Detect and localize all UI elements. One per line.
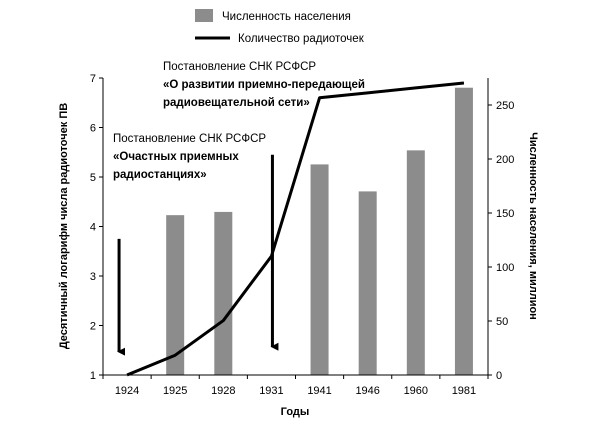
y-axis-title: Десятичный логарифм числа радиоточек ПВ — [58, 103, 70, 349]
x-tick-label: 1924 — [115, 385, 139, 397]
y2-tick-label: 200 — [496, 154, 514, 166]
y2-axis-title: Численность населения, миллион — [527, 132, 539, 320]
y-tick-label: 4 — [90, 222, 96, 234]
y2-tick-label: 0 — [496, 370, 502, 382]
y2-tick-label: 50 — [496, 316, 508, 328]
bar-1941 — [310, 164, 329, 375]
annotation-text: радиостанциях» — [113, 169, 207, 181]
x-tick-label: 1960 — [404, 385, 428, 397]
x-tick-label: 1981 — [452, 385, 476, 397]
y2-tick-label: 150 — [496, 208, 514, 220]
y-tick-label: 2 — [90, 321, 96, 333]
annotation-text: Постановление СНК РСФСР — [163, 61, 316, 73]
annotations: Постановление СНК РСФСР «Очастных приемны… — [113, 61, 365, 356]
x-tick-label: 1946 — [355, 385, 379, 397]
legend-label-bar: Численность населения — [222, 11, 351, 23]
x-axis-title: Годы — [281, 406, 310, 418]
bar-1981 — [454, 87, 473, 375]
legend: Численность населения Количество радиоточ… — [195, 9, 365, 45]
x-tick-label: 1928 — [211, 385, 235, 397]
y2-tick-label: 100 — [496, 262, 514, 274]
y-tick-label: 1 — [90, 370, 96, 382]
line-layer — [126, 81, 465, 377]
x-tick-label: 1941 — [307, 385, 331, 397]
bar-1960 — [406, 150, 425, 375]
y-tick-label: 3 — [90, 271, 96, 283]
x-tick-label: 1931 — [259, 385, 283, 397]
y-tick-label: 7 — [90, 73, 96, 85]
bar-1925 — [166, 215, 185, 375]
annotation-1931: Постановление СНК РСФСР «О развитии прием… — [163, 61, 365, 351]
annotation-text: «Очастных приемных — [113, 151, 239, 163]
bar-1928 — [214, 211, 233, 375]
annotation-text: радиовещательной сети» — [163, 97, 310, 109]
y-tick-label: 6 — [90, 123, 96, 135]
series-line-radiopoints — [126, 81, 465, 377]
annotation-text: Постановление СНК РСФСР — [113, 133, 266, 145]
legend-swatch-bar — [195, 9, 213, 22]
y2-tick-label: 250 — [496, 100, 514, 112]
annotation-text: «О развитии приемно-передающей — [163, 79, 365, 91]
legend-label-line: Количество радиоточек — [238, 33, 365, 45]
axes: 1 2 3 4 5 6 7 0 50 100 150 200 250 1924 1925 1928 1931 19… — [90, 73, 514, 397]
bars — [166, 87, 473, 375]
y-tick-label: 5 — [90, 172, 96, 184]
x-tick-label: 1925 — [163, 385, 187, 397]
annotation-1924: Постановление СНК РСФСР «Очастных приемны… — [113, 133, 266, 356]
bar-1946 — [358, 191, 377, 375]
